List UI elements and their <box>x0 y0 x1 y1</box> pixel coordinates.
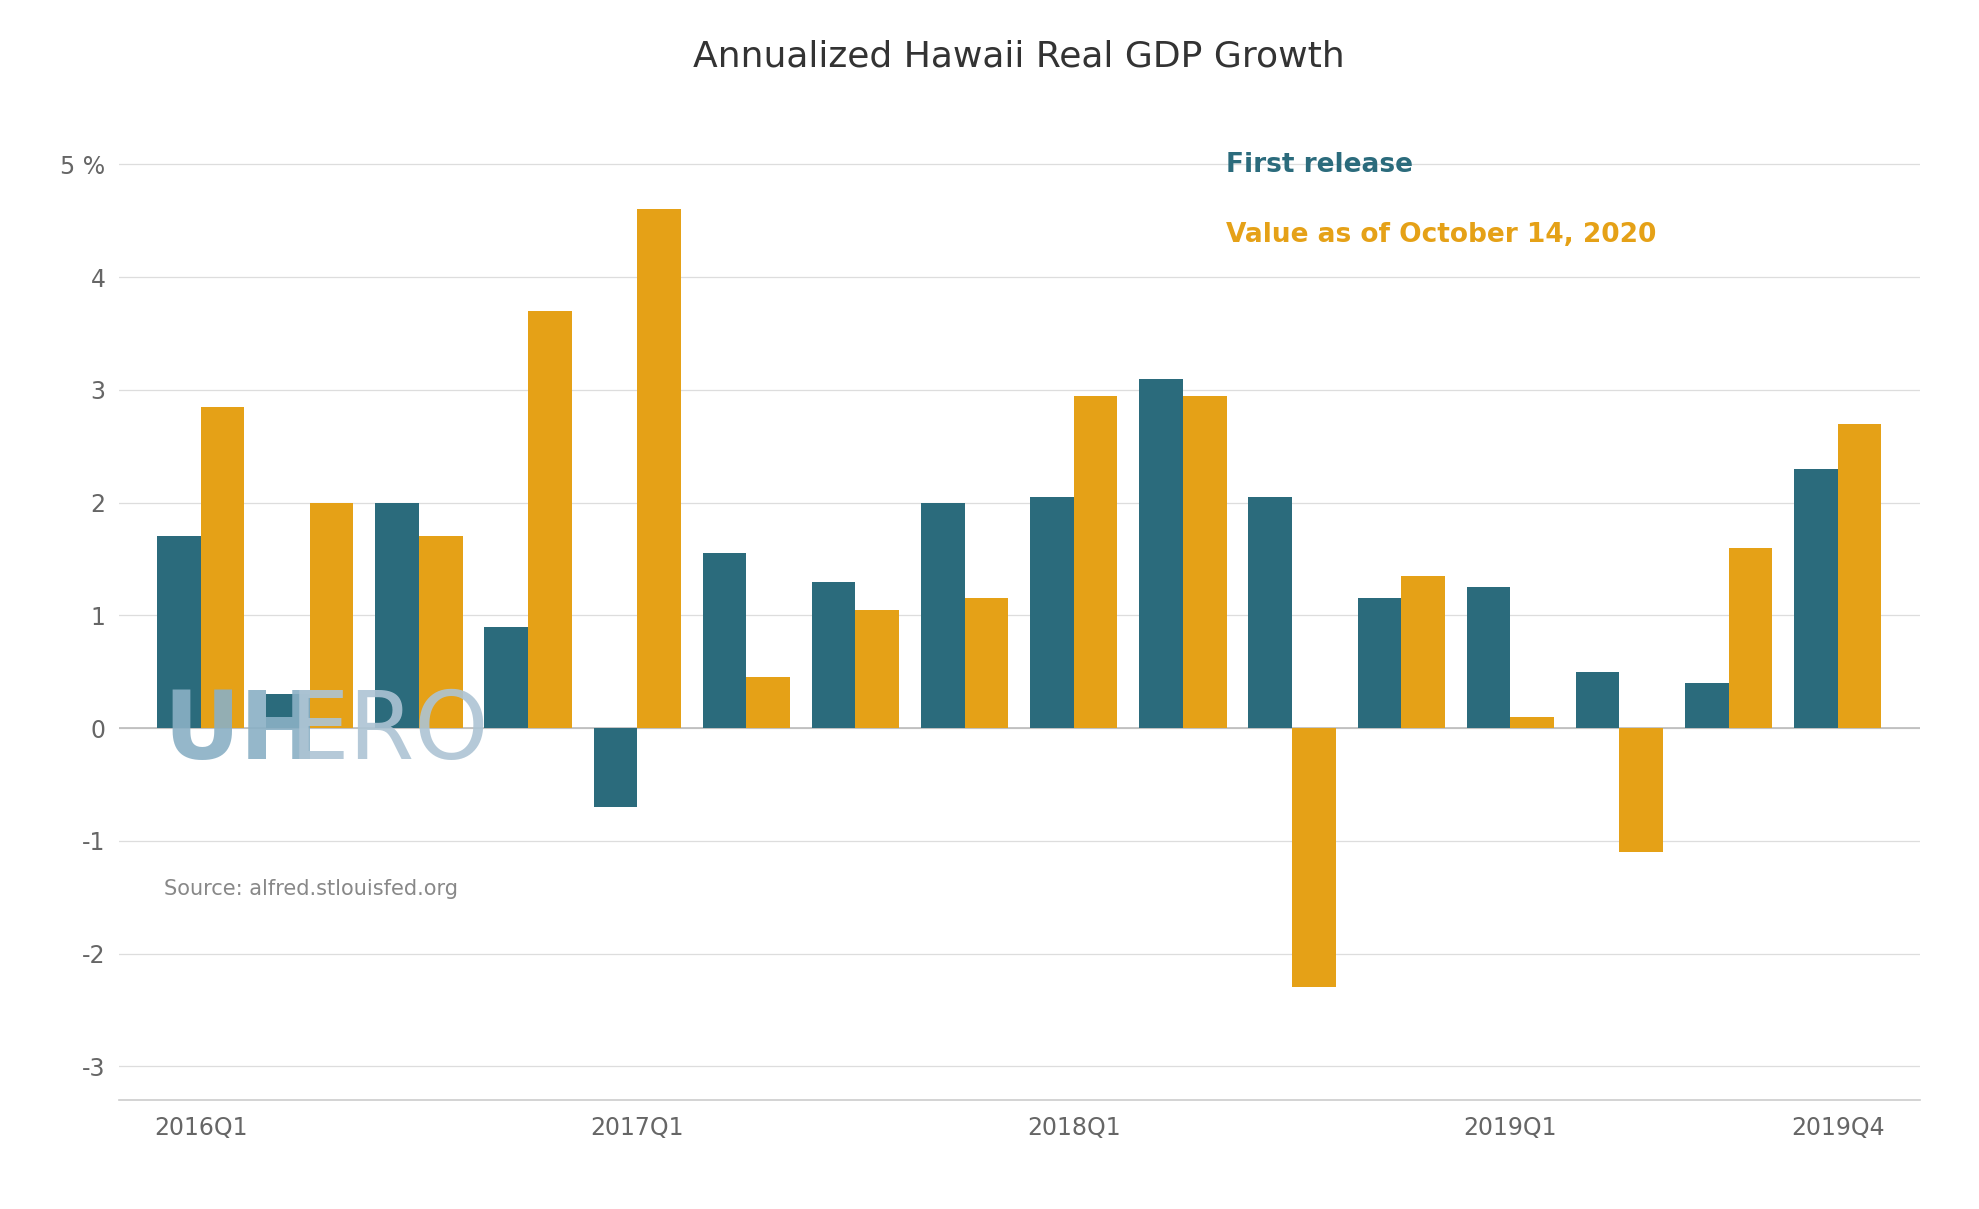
Bar <box>1466 588 1510 728</box>
Bar <box>637 209 681 728</box>
Bar <box>528 311 572 728</box>
Bar <box>594 728 637 808</box>
Bar <box>1795 469 1838 728</box>
Bar <box>1684 683 1728 728</box>
Bar <box>485 626 528 728</box>
Text: ERO: ERO <box>289 687 489 779</box>
Bar <box>156 537 200 728</box>
Bar <box>1619 728 1662 852</box>
Bar <box>855 609 898 728</box>
Bar <box>811 582 855 728</box>
Bar <box>1401 575 1445 728</box>
Bar <box>1140 378 1183 728</box>
Bar <box>1292 728 1336 988</box>
Bar <box>200 406 243 728</box>
Bar <box>376 503 420 728</box>
Bar <box>1249 497 1292 728</box>
Text: UH: UH <box>164 687 319 779</box>
Bar <box>1183 395 1227 728</box>
Text: First release: First release <box>1227 152 1413 178</box>
Bar <box>746 677 790 728</box>
Bar <box>703 554 746 728</box>
Bar <box>1575 672 1619 728</box>
Bar <box>920 503 964 728</box>
Text: Source: alfred.stlouisfed.org: Source: alfred.stlouisfed.org <box>164 879 457 899</box>
Bar <box>1838 423 1882 728</box>
Text: Value as of October 14, 2020: Value as of October 14, 2020 <box>1227 222 1656 248</box>
Bar <box>1728 548 1773 728</box>
Bar <box>1031 497 1075 728</box>
Bar <box>964 598 1007 728</box>
Bar <box>420 537 463 728</box>
Bar <box>1075 395 1118 728</box>
Bar <box>1358 598 1401 728</box>
Bar <box>265 694 311 728</box>
Bar <box>311 503 354 728</box>
Title: Annualized Hawaii Real GDP Growth: Annualized Hawaii Real GDP Growth <box>693 39 1346 74</box>
Bar <box>1510 717 1554 728</box>
